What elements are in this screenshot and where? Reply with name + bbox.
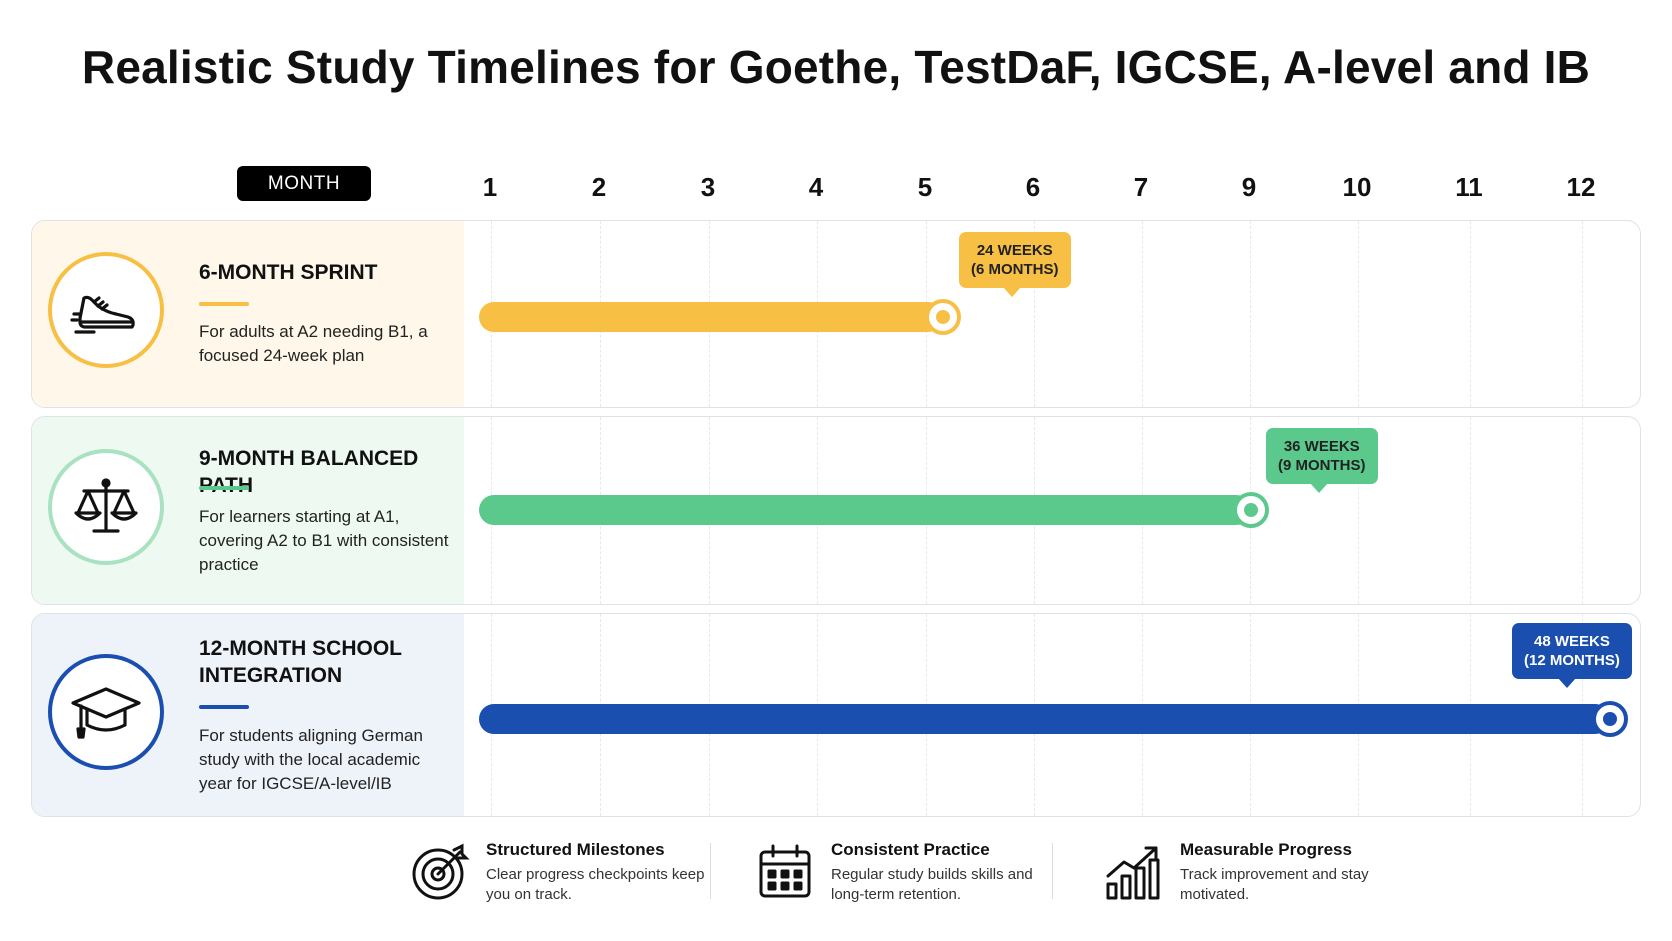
month-grid-line: [1470, 221, 1471, 407]
plan-title: 6-MONTH SPRINT: [199, 261, 378, 284]
feature-title: Consistent Practice: [831, 840, 990, 859]
month-grid-line: [1250, 221, 1251, 407]
callout-pointer: [1003, 287, 1021, 297]
plan-info-panel: 9-MONTH BALANCED PATH For learners start…: [32, 417, 464, 604]
month-tick-label: 2: [591, 172, 607, 202]
callout-pointer: [1558, 678, 1576, 688]
plan-description: For learners starting at A1, covering A2…: [199, 507, 449, 574]
duration-callout: 48 WEEKS (12 MONTHS): [1512, 623, 1632, 688]
plan-description: For adults at A2 needing B1, a focused 2…: [199, 322, 428, 365]
month-grid-line: [1034, 221, 1035, 407]
month-tick-label: 1: [482, 172, 498, 202]
plan-accent-line: [199, 705, 249, 709]
plan-info-panel: 6-MONTH SPRINT For adults at A2 needing …: [32, 221, 464, 407]
month-tick-label: 11: [1455, 172, 1483, 202]
plan-title: 9-MONTH BALANCED PATH: [199, 447, 419, 497]
month-axis-badge: MONTH: [237, 166, 371, 201]
duration-bar: [479, 302, 943, 332]
feature-description: Regular study builds skills and long-ter…: [831, 866, 1033, 903]
callout-months: (12 MONTHS): [1524, 652, 1620, 669]
plan-row-12-month: 12-MONTH SCHOOL INTEGRATION For students…: [31, 613, 1641, 817]
month-tick-label: 10: [1342, 172, 1372, 202]
page-title: Realistic Study Timelines for Goethe, Te…: [81, 41, 1591, 93]
month-grid-line: [1142, 221, 1143, 407]
month-grid-line: [1582, 221, 1583, 407]
duration-callout: 36 WEEKS (9 MONTHS): [1266, 428, 1378, 493]
month-grid-line: [1470, 417, 1471, 604]
callout-weeks: 48 WEEKS: [1533, 633, 1610, 650]
plan-description: For students aligning German study with …: [199, 726, 423, 793]
month-tick-label: 12: [1566, 172, 1596, 202]
callout-weeks: 24 WEEKS: [976, 242, 1053, 259]
feature-divider: [710, 843, 711, 899]
feature-measurable-progress: Measurable Progress Track improvement an…: [1104, 836, 1394, 906]
feature-description: Clear progress checkpoints keep you on t…: [486, 866, 705, 903]
feature-divider: [1052, 843, 1053, 899]
duration-bar: [479, 704, 1610, 734]
month-tick-label: 4: [808, 172, 824, 202]
plan-row-9-month: 9-MONTH BALANCED PATH For learners start…: [31, 416, 1641, 605]
milestone-marker-dot: [936, 310, 950, 324]
sneaker-icon: [48, 252, 164, 368]
plan-accent-line: [199, 486, 249, 490]
growth-chart-icon: [1104, 842, 1164, 902]
month-tick-label: 6: [1025, 172, 1041, 202]
month-tick-label: 9: [1241, 172, 1257, 202]
milestone-marker: [1233, 492, 1269, 528]
feature-consistent-practice: Consistent Practice Regular study builds…: [755, 836, 1045, 906]
duration-callout: 24 WEEKS (6 MONTHS): [959, 232, 1071, 297]
feature-structured-milestones: Structured Milestones Clear progress che…: [410, 836, 704, 906]
callout-pointer: [1310, 483, 1328, 493]
plan-info-panel: 12-MONTH SCHOOL INTEGRATION For students…: [32, 614, 464, 816]
month-grid-line: [1358, 417, 1359, 604]
callout-months: (6 MONTHS): [971, 261, 1059, 278]
callout-weeks: 36 WEEKS: [1283, 438, 1360, 455]
month-grid-line: [1358, 221, 1359, 407]
feature-description: Track improvement and stay motivated.: [1180, 866, 1369, 903]
scales-icon: [48, 449, 164, 565]
plan-title: 12-MONTH SCHOOL INTEGRATION: [199, 637, 402, 687]
calendar-icon: [755, 842, 815, 902]
milestone-marker-dot: [1244, 503, 1258, 517]
feature-title: Measurable Progress: [1180, 840, 1352, 859]
plan-accent-line: [199, 302, 249, 306]
month-tick-label: 5: [917, 172, 933, 202]
feature-title: Structured Milestones: [486, 840, 665, 859]
milestone-marker: [1592, 701, 1628, 737]
month-tick-label: 3: [700, 172, 716, 202]
month-tick-label: 7: [1133, 172, 1149, 202]
graduation-cap-icon: [48, 654, 164, 770]
milestone-marker-dot: [1603, 712, 1617, 726]
target-icon: [410, 842, 470, 902]
plan-row-6-month: 6-MONTH SPRINT For adults at A2 needing …: [31, 220, 1641, 408]
duration-bar: [479, 495, 1251, 525]
milestone-marker: [925, 299, 961, 335]
callout-months: (9 MONTHS): [1278, 457, 1366, 474]
month-grid-line: [1582, 417, 1583, 604]
